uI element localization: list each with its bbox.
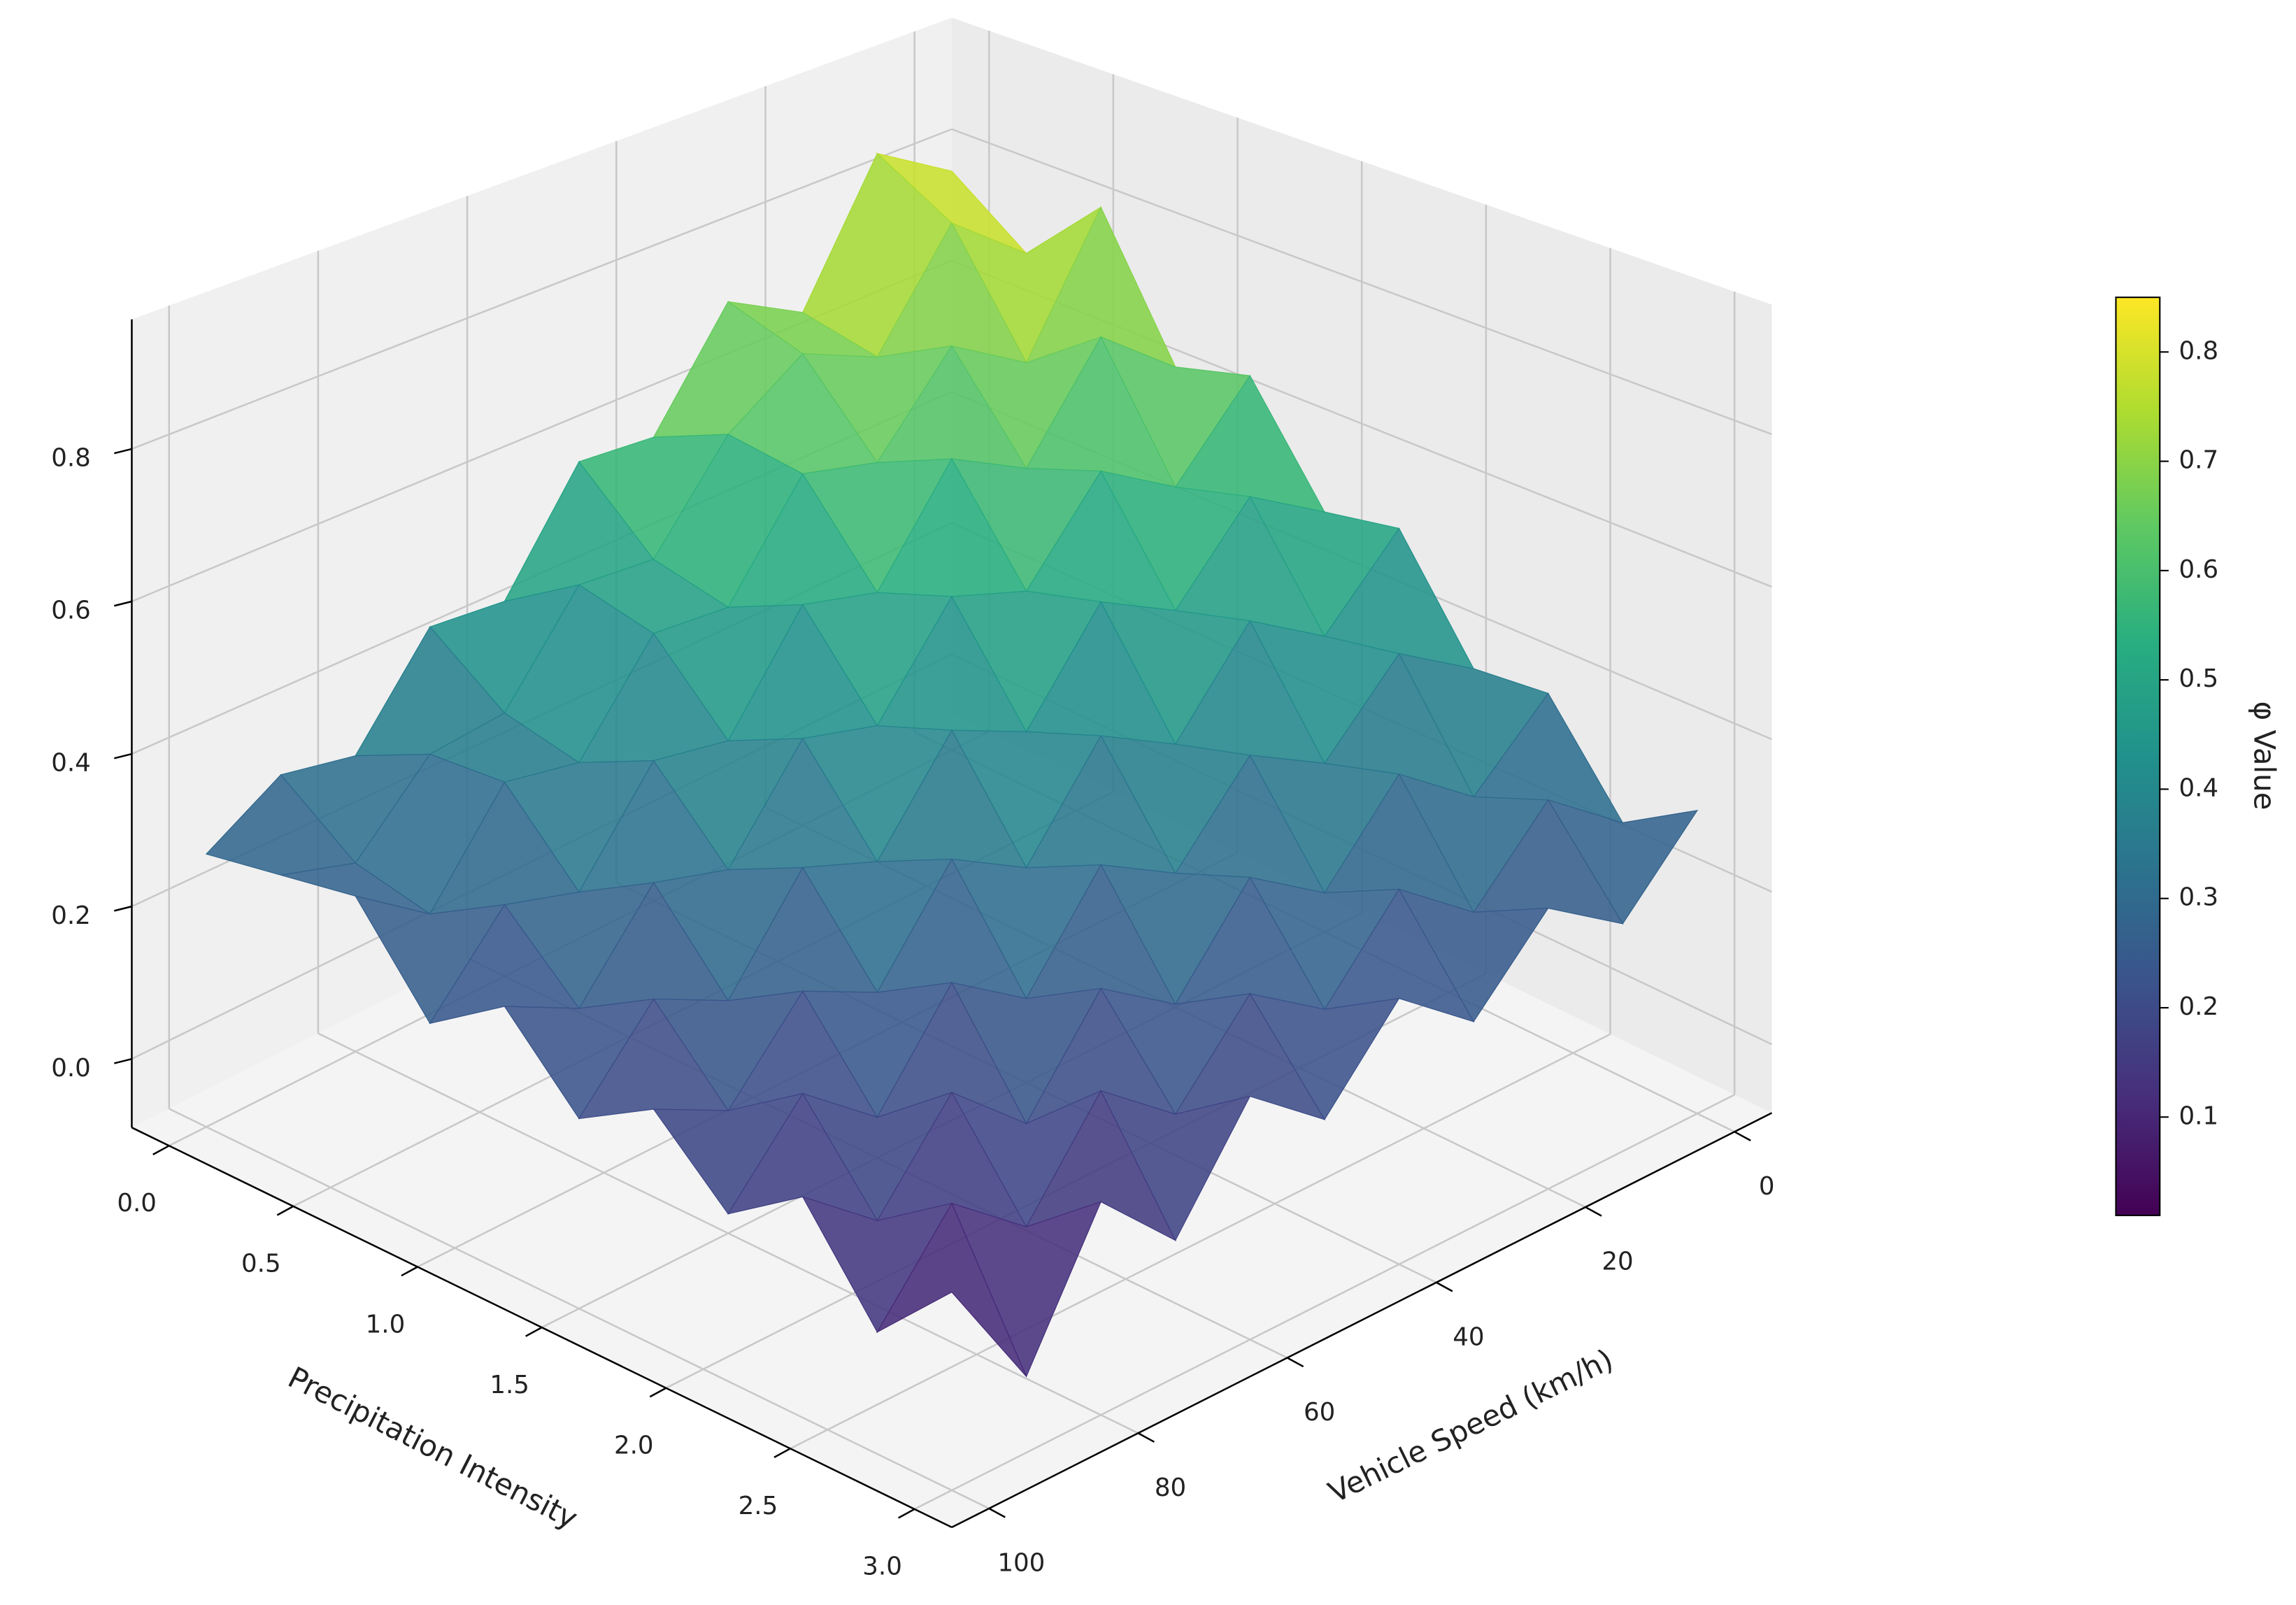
y-tick-label: 0.0 xyxy=(117,1189,157,1218)
z-tick xyxy=(114,448,132,455)
grid-line xyxy=(914,1094,1735,1511)
x-tick xyxy=(1436,1281,1453,1292)
axes: 0.0 0.5 1.0 1.5 2.0 2.5 3.0 0 20 40 60 80 100 0.0 0.2 0… xyxy=(51,319,1775,1581)
y-tick xyxy=(649,1387,666,1398)
x-axis-line xyxy=(951,1112,1773,1529)
y-tick xyxy=(525,1327,543,1337)
y-tick-label: 2.0 xyxy=(614,1431,654,1460)
y-tick xyxy=(898,1508,915,1519)
x-tick xyxy=(1585,1206,1602,1217)
y-tick xyxy=(773,1448,791,1458)
colorbar xyxy=(2115,297,2161,1216)
x-tick xyxy=(1286,1357,1304,1368)
colorbar-tick-label: 0.6 xyxy=(2179,555,2219,584)
grid-line xyxy=(131,128,953,450)
z-tick-label: 0.6 xyxy=(51,597,91,625)
colorbar-tick-label: 0.7 xyxy=(2179,446,2219,475)
surface-face xyxy=(876,1202,1027,1377)
y-tick-label: 1.5 xyxy=(490,1371,529,1399)
x-tick-label: 40 xyxy=(1453,1322,1484,1351)
x-tick-label: 100 xyxy=(997,1549,1045,1578)
y-tick xyxy=(152,1145,170,1155)
y-tick xyxy=(401,1266,418,1277)
x-tick-label: 20 xyxy=(1602,1248,1633,1276)
y-axis-label: Precipitation Intensity xyxy=(283,1360,583,1536)
colorbar-tick-label: 0.3 xyxy=(2179,883,2219,912)
grid-line xyxy=(951,128,1772,436)
grid-line xyxy=(790,1033,1611,1450)
x-axis-label: Vehicle Speed (km/h) xyxy=(1323,1342,1618,1509)
x-tick xyxy=(1137,1432,1155,1443)
z-tick-label: 0.8 xyxy=(51,444,91,473)
y-tick-label: 2.5 xyxy=(739,1492,778,1520)
x-tick-label: 60 xyxy=(1304,1398,1335,1427)
x-tick xyxy=(1734,1131,1751,1141)
x-tick xyxy=(988,1507,1006,1518)
z-tick-label: 0.2 xyxy=(51,901,91,930)
colorbar-tick-label: 0.8 xyxy=(2179,336,2219,365)
z-tick-label: 0.4 xyxy=(51,749,91,778)
z-tick-label: 0.0 xyxy=(51,1054,91,1083)
colorbar-tick-label: 0.1 xyxy=(2179,1101,2219,1130)
x-tick-label: 80 xyxy=(1155,1474,1186,1502)
z-tick xyxy=(114,905,132,912)
colorbar-tick-label: 0.2 xyxy=(2179,992,2219,1021)
y-tick-label: 0.5 xyxy=(241,1250,281,1278)
colorbar-tick-label: 0.5 xyxy=(2179,664,2219,693)
y-tick-label: 3.0 xyxy=(862,1553,902,1581)
colorbar-label: φ Value xyxy=(2247,701,2281,811)
z-tick xyxy=(114,600,132,607)
surface xyxy=(205,152,1699,1378)
colorbar-tick-label: 0.4 xyxy=(2179,773,2219,802)
z-tick xyxy=(114,752,132,759)
x-tick-label: 0 xyxy=(1759,1172,1775,1201)
y-tick xyxy=(276,1205,294,1216)
z-tick xyxy=(114,1057,132,1064)
y-tick-label: 1.0 xyxy=(366,1310,406,1339)
